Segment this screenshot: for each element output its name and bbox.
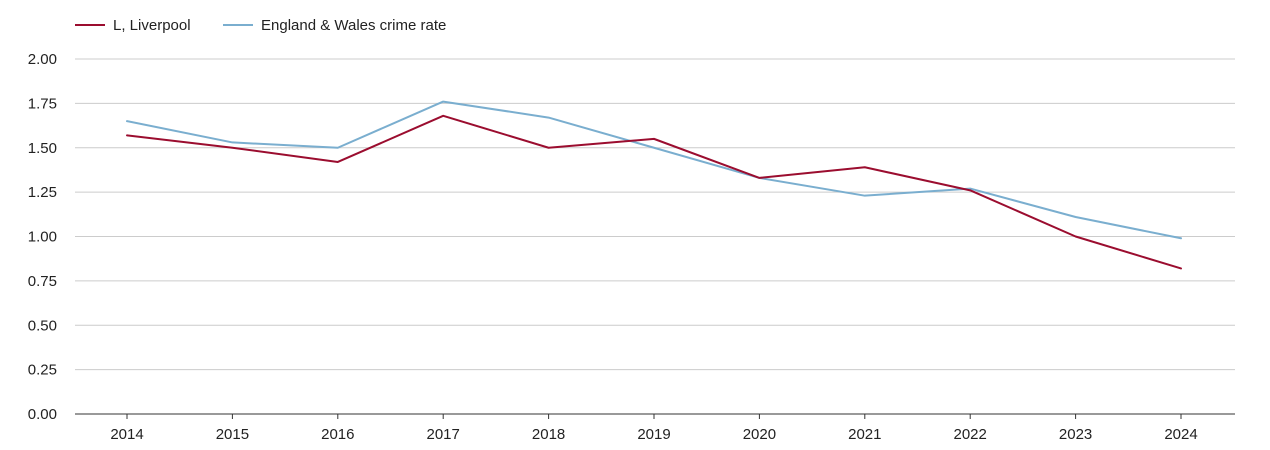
- x-axis-ticks: 2014 2015 2016 2017 2018 2019 2020 2021 2022 2023…: [110, 414, 1198, 443]
- y-tick-label: 1.75: [28, 95, 57, 112]
- x-tick-label: 2018: [532, 426, 565, 443]
- y-tick-label: 2.00: [28, 51, 57, 68]
- x-tick-label: 2017: [427, 426, 460, 443]
- y-tick-label: 1.00: [28, 229, 57, 246]
- series-lines: [126, 100, 1182, 270]
- x-tick-label: 2019: [637, 426, 670, 443]
- y-tick-label: 0.75: [28, 273, 57, 290]
- y-axis-ticks: 0.00 0.25 0.50 0.75 1.00 1.25 1.50 1.75 2.00: [28, 51, 57, 423]
- x-tick-label: 2015: [216, 426, 249, 443]
- x-tick-label: 2023: [1059, 426, 1092, 443]
- x-tick-label: 2016: [321, 426, 354, 443]
- gridlines: [75, 58, 1235, 371]
- y-tick-label: 0.25: [28, 362, 57, 379]
- x-tick-label: 2021: [848, 426, 881, 443]
- x-tick-label: 2024: [1164, 426, 1197, 443]
- x-tick-label: 2014: [110, 426, 143, 443]
- y-tick-label: 1.25: [28, 184, 57, 201]
- y-tick-label: 1.50: [28, 140, 57, 157]
- x-tick-label: 2020: [743, 426, 776, 443]
- legend-label: England & Wales crime rate: [261, 17, 446, 34]
- y-tick-label: 0.00: [28, 406, 57, 423]
- series-line-england-wales: [126, 100, 1182, 240]
- y-tick-label: 0.50: [28, 317, 57, 334]
- legend-label: L, Liverpool: [113, 17, 191, 34]
- legend: L, Liverpool England & Wales crime rate: [75, 17, 446, 34]
- x-tick-label: 2022: [954, 426, 987, 443]
